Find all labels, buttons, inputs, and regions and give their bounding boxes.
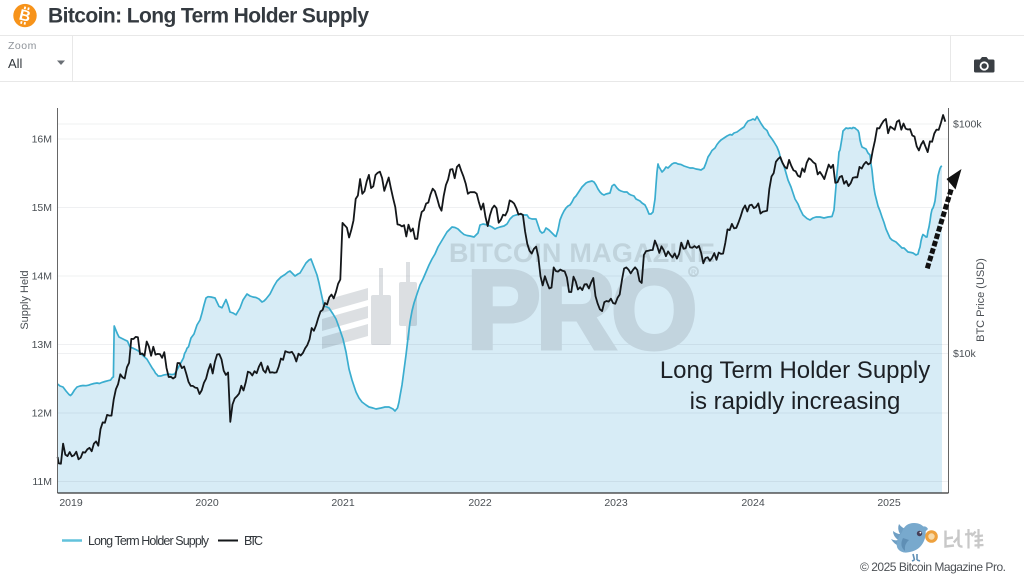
svg-text:2020: 2020 [195,497,219,509]
svg-text:BTC Price (USD): BTC Price (USD) [975,258,987,342]
svg-text:BITCOIN MAGAZINE: BITCOIN MAGAZINE [449,238,715,268]
svg-text:11M: 11M [32,476,52,488]
svg-text:2025: 2025 [877,497,901,509]
svg-text:R: R [691,270,696,277]
svg-text:© 2025 Bitcoin Magazine Pro.: © 2025 Bitcoin Magazine Pro. [860,560,1006,574]
svg-text:2021: 2021 [331,497,355,509]
svg-text:Supply Held: Supply Held [19,270,31,329]
svg-text:2023: 2023 [604,497,628,509]
svg-text:$10k: $10k [953,348,977,360]
svg-text:Bitcoin: Long Term Holder Supp: Bitcoin: Long Term Holder Supply [48,5,369,28]
svg-text:Zoom: Zoom [8,40,37,52]
svg-text:All: All [8,56,23,71]
svg-text:15M: 15M [32,202,52,214]
svg-text:PRO: PRO [467,249,699,372]
svg-text:2022: 2022 [468,497,492,509]
svg-text:2019: 2019 [59,497,83,509]
svg-text:12M: 12M [32,408,52,420]
svg-text:Long Term Holder Supply: Long Term Holder Supply [88,534,210,548]
svg-text:$100k: $100k [953,119,982,131]
svg-text:14M: 14M [32,271,52,283]
svg-text:Long Term Holder Supply: Long Term Holder Supply [660,357,930,384]
svg-text:2024: 2024 [741,497,765,509]
svg-text:BTC: BTC [244,534,263,548]
svg-text:B: B [17,7,32,26]
svg-text:13M: 13M [32,339,52,351]
svg-text:is rapidly increasing: is rapidly increasing [690,388,901,415]
svg-text:16M: 16M [32,134,52,146]
